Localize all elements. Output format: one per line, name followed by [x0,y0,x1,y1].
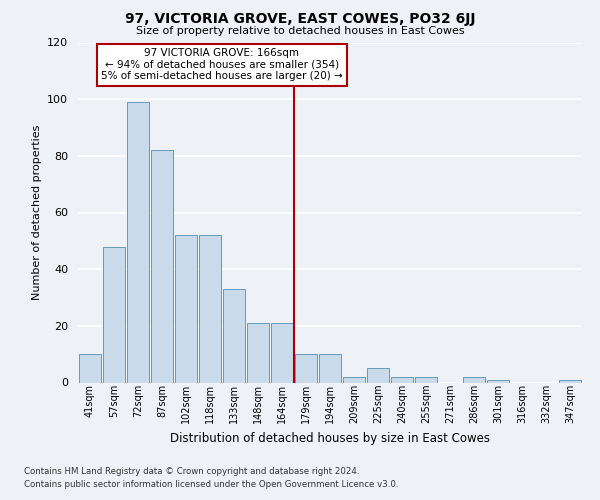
Text: Contains HM Land Registry data © Crown copyright and database right 2024.
Contai: Contains HM Land Registry data © Crown c… [24,468,398,489]
Bar [79,354,101,382]
Text: Size of property relative to detached houses in East Cowes: Size of property relative to detached ho… [136,26,464,36]
Text: 97 VICTORIA GROVE: 166sqm
← 94% of detached houses are smaller (354)
5% of semi-: 97 VICTORIA GROVE: 166sqm ← 94% of detac… [101,48,343,82]
Bar [487,380,509,382]
Bar [559,380,581,382]
Bar [199,235,221,382]
Bar [367,368,389,382]
Bar [271,323,293,382]
Bar [295,354,317,382]
X-axis label: Distribution of detached houses by size in East Cowes: Distribution of detached houses by size … [170,432,490,444]
Bar [319,354,341,382]
Bar [127,102,149,382]
Bar [247,323,269,382]
Bar [175,235,197,382]
Text: 97, VICTORIA GROVE, EAST COWES, PO32 6JJ: 97, VICTORIA GROVE, EAST COWES, PO32 6JJ [125,12,475,26]
Bar [103,246,125,382]
Bar [343,377,365,382]
Bar [463,377,485,382]
Bar [151,150,173,382]
Bar [415,377,437,382]
Y-axis label: Number of detached properties: Number of detached properties [32,125,41,300]
Bar [391,377,413,382]
Bar [223,289,245,382]
